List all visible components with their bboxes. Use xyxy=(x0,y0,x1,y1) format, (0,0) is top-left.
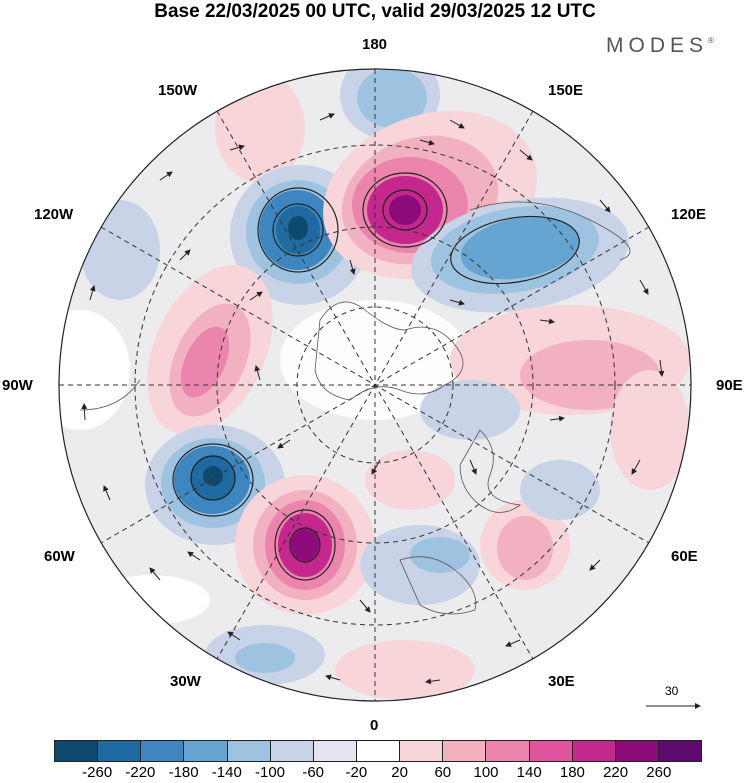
colorbar-tick-label: -60 xyxy=(302,764,325,781)
lon-label-60w: 60W xyxy=(44,548,75,565)
colorbar xyxy=(54,740,702,762)
reference-vector-arrow xyxy=(646,703,701,709)
colorbar-segment xyxy=(529,741,573,761)
lon-label-60e: 60E xyxy=(671,548,698,565)
lon-label-90w: 90W xyxy=(2,377,33,394)
colorbar-tick-label: -220 xyxy=(125,764,156,781)
colorbar-segment xyxy=(486,741,530,761)
lon-label-30e: 30E xyxy=(548,673,575,690)
map-title: Base 22/03/2025 00 UTC, valid 29/03/2025… xyxy=(154,1,596,22)
brand-logo: MODES® xyxy=(606,34,714,57)
colorbar-tick-label: 260 xyxy=(646,764,672,781)
lon-label-0: 0 xyxy=(370,717,379,734)
colorbar-tick-label: -260 xyxy=(82,764,113,781)
contour-lines xyxy=(172,172,580,581)
colorbar-segment xyxy=(356,741,401,761)
lon-label-150w: 150W xyxy=(158,82,198,99)
lon-label-180: 180 xyxy=(362,36,388,53)
colorbar-segment xyxy=(55,741,99,761)
colorbar-tick-label: 60 xyxy=(434,764,452,781)
colorbar-segment xyxy=(572,741,616,761)
colorbar-tick-label: 20 xyxy=(391,764,408,781)
colorbar-segment xyxy=(98,741,142,761)
colorbar-segment xyxy=(400,741,444,761)
registered-mark: ® xyxy=(708,36,714,45)
colorbar-segment xyxy=(443,741,487,761)
colorbar-segment xyxy=(141,741,185,761)
wind-vectors xyxy=(81,113,665,685)
colorbar-segment xyxy=(270,741,314,761)
lon-label-120e: 120E xyxy=(671,206,707,223)
lon-label-150e: 150E xyxy=(548,82,584,99)
colorbar-tick-label: 180 xyxy=(559,764,585,781)
coastlines xyxy=(79,201,631,615)
colorbar-segment xyxy=(313,741,357,761)
colorbar-tick-label: 220 xyxy=(603,764,629,781)
map-border xyxy=(58,68,692,702)
colorbar-tick-label: -180 xyxy=(168,764,199,781)
lon-label-90e: 90E xyxy=(716,377,743,394)
colorbar-tick-label: 140 xyxy=(516,764,542,781)
colorbar-segment xyxy=(227,741,271,761)
colorbar-segment xyxy=(615,741,659,761)
reference-vector-value: 30 xyxy=(665,684,679,698)
graticule xyxy=(59,69,691,701)
lon-label-120w: 120W xyxy=(34,206,74,223)
colorbar-tick-label: -100 xyxy=(254,764,286,781)
lon-label-30w: 30W xyxy=(170,673,201,690)
colorbar-tick-label: -140 xyxy=(211,764,242,781)
colorbar-segment xyxy=(184,741,228,761)
colorbar-tick-label: 100 xyxy=(473,764,499,781)
colorbar-tick-label: -20 xyxy=(345,764,368,781)
colorbar-segment xyxy=(658,741,702,761)
